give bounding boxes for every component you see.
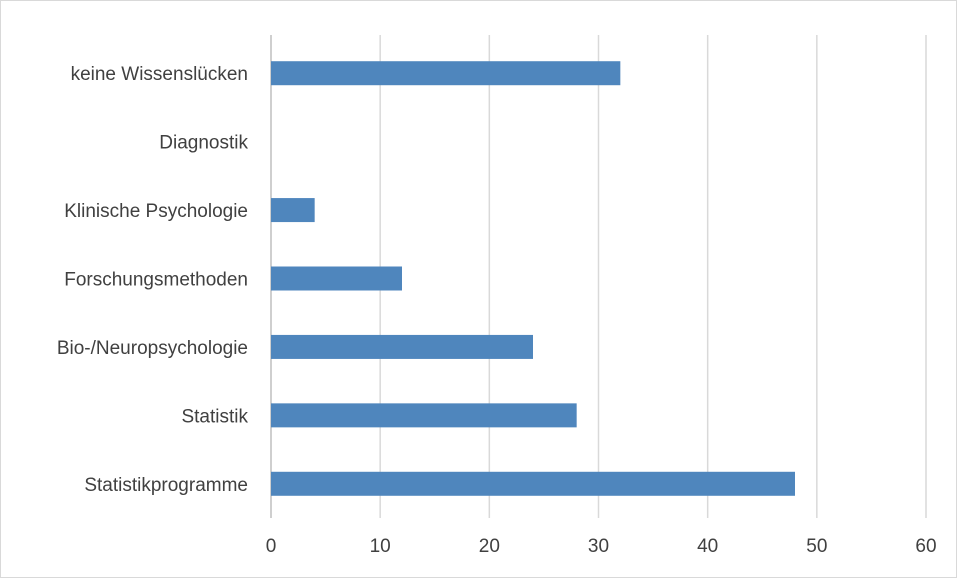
bar-2 [271, 198, 315, 223]
category-label-6: Statistikprogramme [84, 475, 248, 496]
gridlines [379, 35, 927, 518]
category-label-1: Diagnostik [159, 133, 248, 154]
tick-label-10: 10 [370, 536, 391, 557]
tick-label-20: 20 [479, 536, 500, 557]
tick-label-50: 50 [806, 536, 827, 557]
category-label-4: Bio-/Neuropsychologie [57, 338, 248, 359]
tick-label-60: 60 [915, 536, 936, 557]
bar-6 [271, 471, 795, 496]
tick-label-40: 40 [697, 536, 718, 557]
bar-5 [271, 403, 577, 428]
bar-0 [271, 61, 621, 86]
tick-labels: 0 10 20 30 40 50 60 [266, 536, 937, 557]
bar-3 [271, 266, 402, 291]
category-label-0: keine Wissenslücken [71, 64, 248, 85]
bars [271, 61, 795, 496]
category-label-5: Statistik [181, 406, 248, 427]
category-label-3: Forschungsmethoden [64, 270, 248, 291]
tick-label-30: 30 [588, 536, 609, 557]
category-label-2: Klinische Psychologie [64, 201, 248, 222]
category-labels: keine Wissenslücken Diagnostik Klinische P… [57, 64, 249, 496]
tick-label-0: 0 [266, 536, 277, 557]
bar-4 [271, 334, 533, 359]
